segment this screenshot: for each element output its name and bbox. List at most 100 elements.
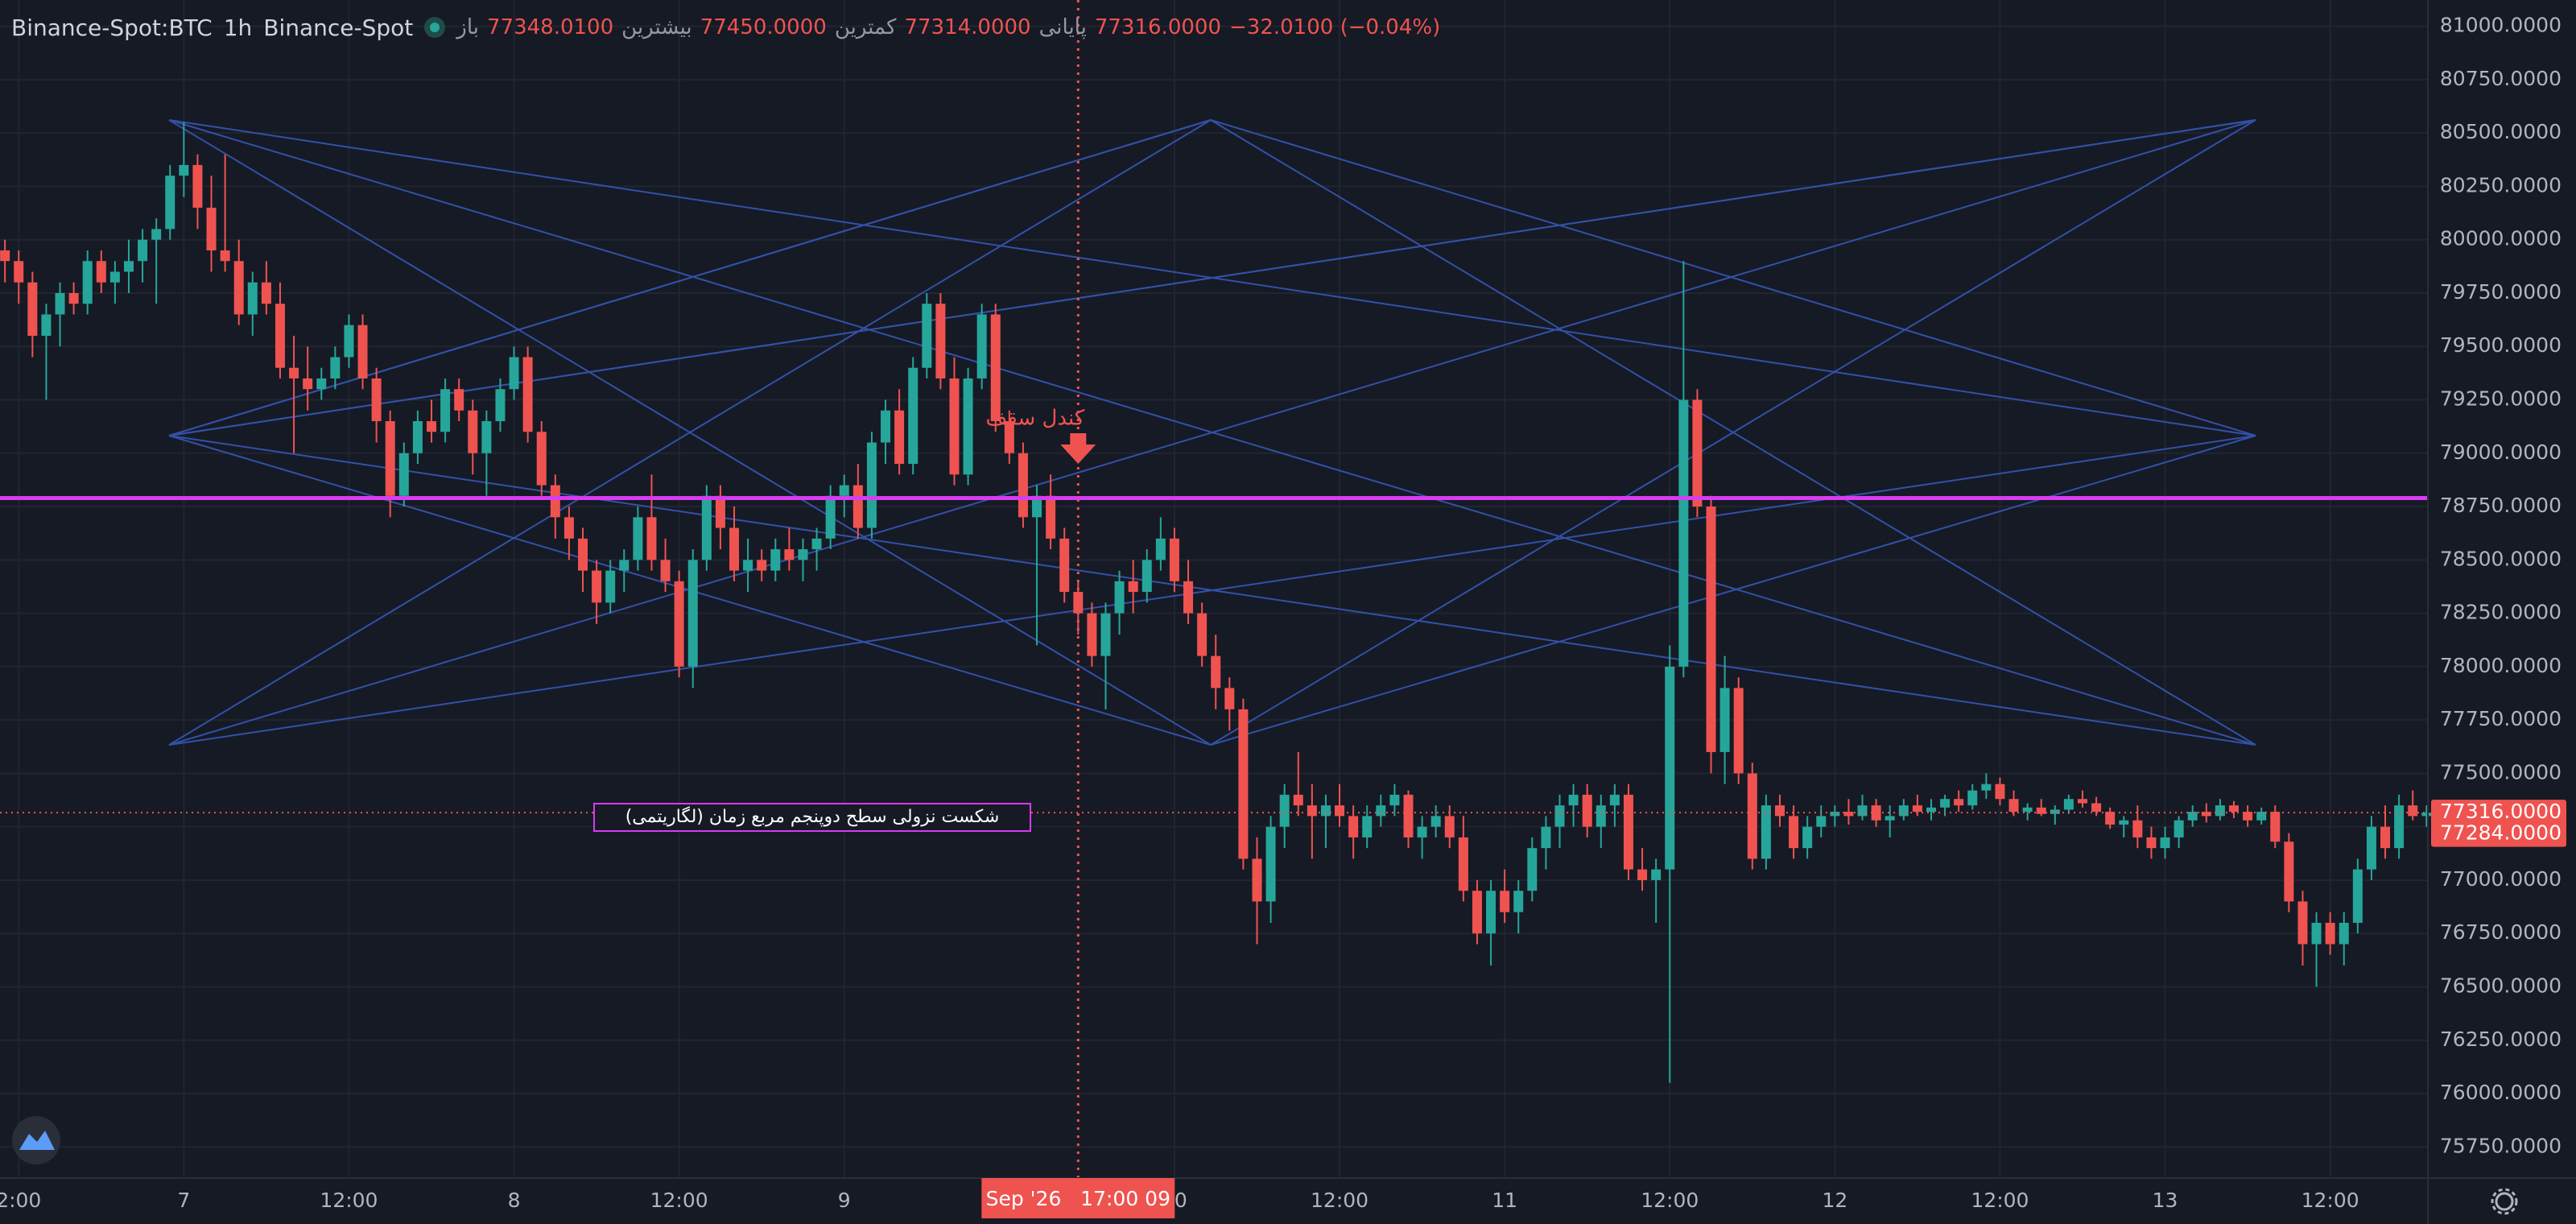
logo[interactable] [12,1116,60,1164]
marker-arrow [1060,433,1096,464]
candle-body [592,570,602,603]
candle-body [1265,826,1276,902]
candle-body [894,410,905,465]
x-tick-label: 13 [2153,1189,2178,1212]
marker-text: کندل سقف [985,407,1085,431]
candle-body [426,421,436,432]
candle-body [1155,538,1166,560]
y-tick-label: 79750.0000 [2440,280,2562,304]
candle-body [1719,688,1730,752]
ohlc-label: بیشترین [621,15,692,39]
candle-body [1403,794,1414,837]
y-tick-label: 77000.0000 [2440,867,2562,891]
candle-body [1376,805,1386,817]
gear-teeth [2491,1188,2518,1215]
crosshair-tag [981,1178,1175,1218]
candle-body [811,538,822,550]
candle-body [440,389,451,432]
candle-body [1183,581,1194,614]
candle-body [1637,869,1648,880]
candle-body [412,421,423,453]
interval[interactable]: 1h [223,14,253,41]
candle-body [233,261,244,315]
y-tick-label: 78250.0000 [2440,601,2562,624]
candle-body [1665,666,1675,870]
y-tick-label: 80750.0000 [2440,67,2562,90]
candle-body [1238,709,1249,859]
candle-body [2243,812,2253,821]
candle-body [371,378,382,422]
y-tick-label: 78500.0000 [2440,547,2562,570]
candle-body [192,164,203,208]
candle-body [1582,794,1592,827]
candle-body [715,495,725,528]
candle-body [82,261,93,304]
annotation-text: شکست نزولی سطح دوپنجم مربع زمان (لگاریتم… [625,806,1000,827]
candle-body [852,485,863,528]
price-tag-label: 77284.0000 [2440,821,2562,845]
x-tick-label: 12:00 [2301,1189,2359,1212]
candle-body [743,560,753,571]
x-tick-label: 9 [838,1189,851,1212]
candle-body [1293,794,1303,806]
fan-line [1210,119,2256,436]
candle-body [1609,794,1620,806]
candle-body [1348,816,1359,837]
y-tick-label: 78750.0000 [2440,494,2562,517]
candle-body [1128,581,1138,593]
candle-body [1018,453,1028,518]
candle-body [1912,805,1922,813]
candle-body [1169,538,1179,581]
symbol[interactable]: Binance-Spot:BTC [11,14,213,41]
price-tag-label: 77316.0000 [2440,800,2562,823]
candle-body [1761,805,1771,859]
candle-body [2105,812,2116,825]
x-tick-label: 12:00 [1971,1189,2029,1212]
candle-body [2284,842,2294,902]
candle-body [1926,807,1936,813]
candle-body [2022,807,2033,813]
candle-body [1211,655,1221,688]
candle-body [1541,826,1551,849]
candle-body [1940,799,1951,808]
candle-body [2311,922,2322,945]
fan-line [1210,119,2256,746]
candle-body [1430,816,1441,827]
ohlc-label: باز [456,15,479,39]
candle-body [2421,813,2432,817]
candle-body [1789,816,1799,849]
candle-body [619,560,630,571]
candle-body [1141,560,1152,593]
candle-body [990,314,1001,422]
x-tick-label: 7 [177,1189,190,1212]
ohlc-value: 77450.0000 [700,15,827,39]
candle-body [1197,613,1208,656]
candle-body [1554,805,1565,827]
candle-body [151,229,162,240]
price-tag [2431,800,2566,826]
candle-body [1279,794,1290,827]
candle-body [2352,869,2363,923]
settings-icon[interactable] [2491,1188,2518,1215]
candle-body [922,304,932,368]
candle-body [385,421,395,496]
candle-body [1774,805,1785,817]
y-tick-label: 76750.0000 [2440,920,2562,944]
candle-body [633,517,643,560]
candle-body [316,378,327,390]
candle-body [398,453,409,496]
candle-body [935,304,946,378]
ohlc-value: 77348.0100 [487,15,614,39]
candle-body [881,410,891,443]
y-tick-label: 77750.0000 [2440,707,2562,730]
candle-body [2091,803,2102,813]
candle-body [2146,837,2157,849]
fan-line [168,435,2256,746]
y-tick-label: 81000.0000 [2440,14,2562,37]
candle-body [1362,816,1373,837]
x-tick-label: 12:00 [320,1189,378,1212]
candle-body [798,549,808,560]
candle-body [2339,922,2349,945]
candle-body [825,495,836,539]
